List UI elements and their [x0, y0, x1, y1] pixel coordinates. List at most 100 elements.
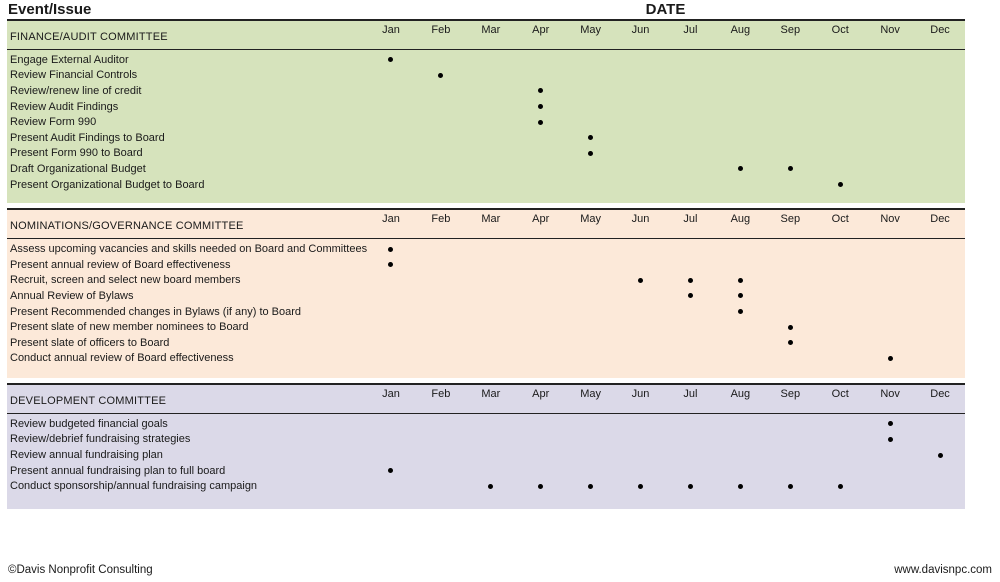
month-label: Aug — [730, 24, 751, 36]
event-label: Review Form 990 — [10, 116, 97, 129]
month-label: Apr — [532, 24, 550, 36]
month-label: Oct — [831, 213, 849, 226]
table-title-row: Event/Issue DATE — [7, 0, 965, 19]
month-label: May — [580, 24, 601, 36]
dot-cell-dec — [915, 447, 965, 463]
month-label: Jun — [631, 388, 650, 401]
dot-cell-feb — [416, 68, 466, 84]
dot-cell-sep — [765, 161, 815, 177]
committee-sections: FINANCE/AUDIT COMMITTEE Jan Feb Mar Apr May Ju… — [7, 19, 965, 510]
committee-section: NOMINATIONS/GOVERNANCE COMMITTEE Jan Feb Ma… — [7, 208, 965, 379]
event-row: Conduct annual review of Board effective… — [7, 351, 965, 367]
dot-cell-nov — [865, 416, 915, 432]
event-dot — [388, 246, 394, 252]
event-dot — [737, 166, 743, 172]
section-header-row: DEVELOPMENT COMMITTEE Jan Feb Mar Apr May Jun J… — [7, 385, 965, 415]
dot-cell-jan — [366, 241, 416, 257]
event-label: Review budgeted financial goals — [10, 417, 168, 430]
month-label: Jul — [683, 388, 698, 401]
event-label: Present annual review of Board effective… — [10, 258, 231, 271]
dot-cell-jan — [366, 52, 416, 68]
event-label: Review/debrief fundraising strategies — [10, 433, 191, 446]
copyright-text: ©Davis Nonprofit Consulting — [8, 564, 153, 576]
month-label: Apr — [532, 213, 550, 226]
month-label: Nov — [880, 388, 900, 401]
event-row: Review Form 990 — [7, 114, 965, 130]
event-dot — [538, 483, 544, 489]
dot-cell-aug — [715, 288, 765, 304]
dot-cell-mar — [466, 478, 516, 494]
event-dot — [588, 483, 594, 489]
dot-cell-jun — [616, 478, 666, 494]
event-label: Conduct annual review of Board effective… — [10, 352, 234, 365]
event-label: Review/renew line of credit — [10, 84, 142, 97]
event-row: Present annual review of Board effective… — [7, 257, 965, 273]
event-row: Present Organizational Budget to Board — [7, 177, 965, 193]
event-dot — [588, 135, 594, 141]
event-label: Present Recommended changes in Bylaws (i… — [10, 305, 302, 318]
event-dot — [937, 452, 943, 458]
month-label: Dec — [930, 388, 950, 401]
dot-cell-apr — [516, 114, 566, 130]
month-label: Jan — [382, 213, 400, 226]
committee-calendar-table: Event/Issue DATE FINANCE/AUDIT COMMITTEE… — [7, 0, 965, 510]
event-row: Review budgeted financial goals — [7, 416, 965, 432]
month-label: Feb — [431, 388, 451, 401]
committee-name: FINANCE/AUDIT COMMITTEE — [10, 31, 168, 43]
dot-cell-aug — [715, 478, 765, 494]
month-label: Sep — [780, 24, 801, 36]
event-dot — [687, 483, 693, 489]
event-dot — [787, 324, 793, 330]
month-label: Jun — [631, 213, 650, 226]
dot-cell-sep — [765, 319, 815, 335]
event-row: Review Financial Controls — [7, 68, 965, 84]
event-dot — [787, 166, 793, 172]
committee-name: DEVELOPMENT COMMITTEE — [10, 395, 167, 408]
dot-cell-oct — [815, 177, 865, 193]
committee-name: NOMINATIONS/GOVERNANCE COMMITTEE — [10, 220, 244, 233]
dot-cell-jul — [666, 273, 716, 289]
event-label: Present Organizational Budget to Board — [10, 178, 205, 191]
section-header-row: FINANCE/AUDIT COMMITTEE Jan Feb Mar Apr May Ju… — [7, 21, 965, 50]
month-label: Oct — [831, 388, 849, 401]
event-dot — [787, 483, 793, 489]
dot-cell-jun — [616, 273, 666, 289]
event-dot — [887, 355, 893, 361]
month-label: Sep — [780, 388, 801, 401]
event-dot — [538, 119, 544, 125]
month-label: Feb — [431, 24, 451, 36]
section-header-row: NOMINATIONS/GOVERNANCE COMMITTEE Jan Feb Ma… — [7, 210, 965, 240]
event-dot — [388, 57, 394, 63]
event-dot — [588, 150, 594, 156]
dot-cell-aug — [715, 304, 765, 320]
event-dot — [887, 436, 893, 442]
event-row: Recruit, screen and select new board mem… — [7, 273, 965, 289]
dot-cell-jan — [366, 257, 416, 273]
dot-cell-apr — [516, 478, 566, 494]
month-label: Oct — [831, 24, 849, 36]
website-url: www.davisnpc.com — [894, 564, 992, 576]
dot-cell-aug — [715, 273, 765, 289]
event-dot — [388, 262, 394, 268]
dot-cell-sep — [765, 478, 815, 494]
dot-cell-jan — [366, 463, 416, 479]
event-label: Annual Review of Bylaws — [10, 289, 134, 302]
month-label: Dec — [930, 24, 950, 36]
dot-cell-oct — [815, 478, 865, 494]
event-row: Review/renew line of credit — [7, 83, 965, 99]
month-label: Mar — [481, 213, 501, 226]
event-row: Present slate of new member nominees to … — [7, 319, 965, 335]
event-dot — [887, 421, 893, 427]
event-label: Recruit, screen and select new board mem… — [10, 274, 241, 287]
event-dot — [837, 182, 843, 188]
event-row: Present annual fundraising plan to full … — [7, 463, 965, 479]
event-dot — [538, 104, 544, 110]
dot-cell-apr — [516, 83, 566, 99]
event-dot — [538, 88, 544, 94]
event-label: Conduct sponsorship/annual fundraising c… — [10, 480, 258, 493]
page-footer: ©Davis Nonprofit Consulting www.davisnpc… — [0, 564, 1000, 576]
event-label: Assess upcoming vacancies and skills nee… — [10, 243, 368, 256]
dot-cell-may — [566, 146, 616, 162]
committee-section: FINANCE/AUDIT COMMITTEE Jan Feb Mar Apr May Ju… — [7, 19, 965, 204]
event-row: Present Audit Findings to Board — [7, 130, 965, 146]
